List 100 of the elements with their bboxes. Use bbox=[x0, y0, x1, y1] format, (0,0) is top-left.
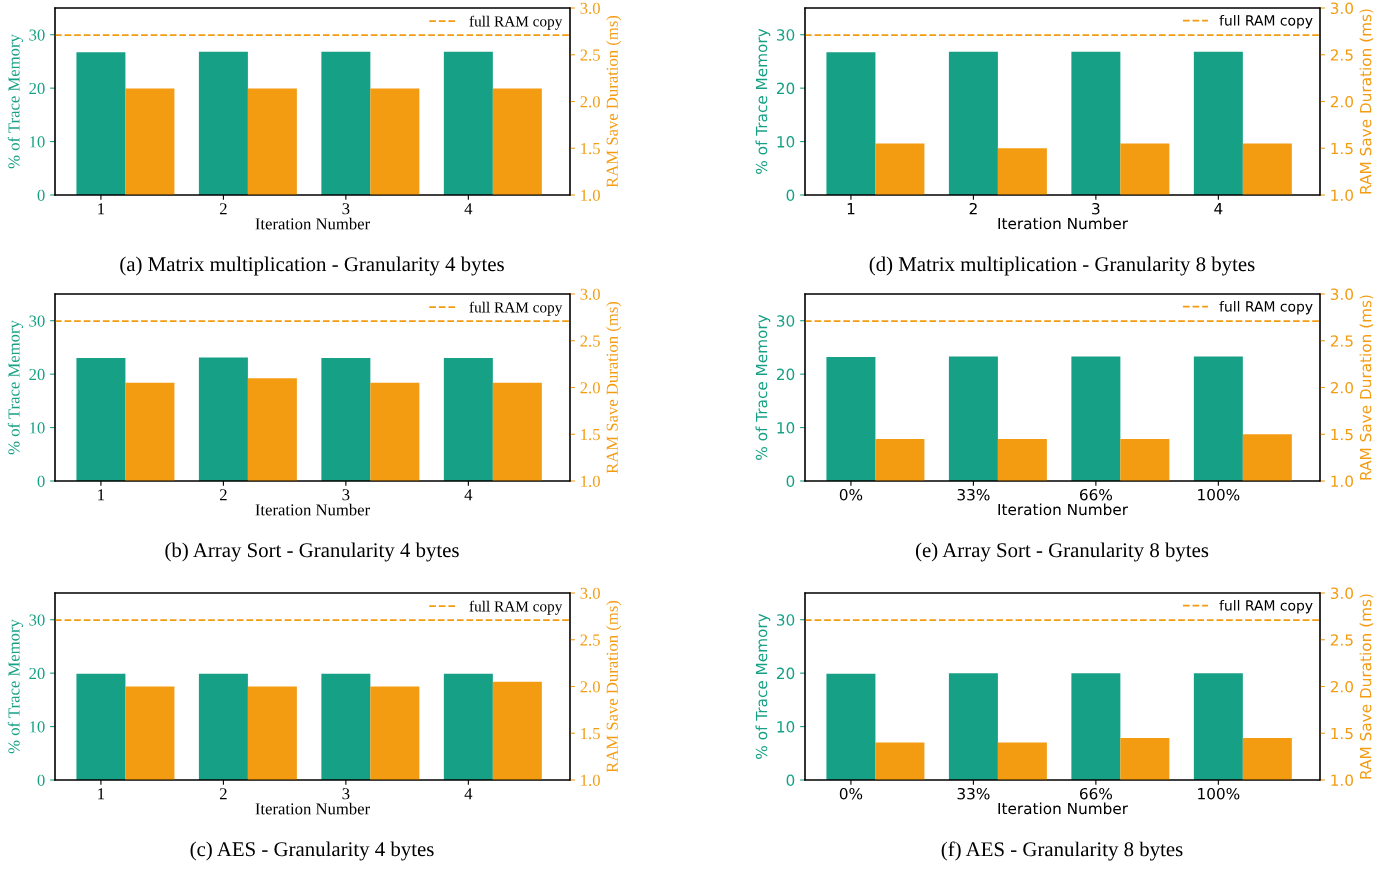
y-tick-label: 30 bbox=[29, 29, 45, 41]
y-tick-label: 20 bbox=[29, 82, 45, 95]
x-tick-label: 3 bbox=[342, 489, 350, 501]
y2-tick-label: 3.0 bbox=[1330, 288, 1353, 301]
x-tick-label: 1 bbox=[847, 203, 855, 215]
ref-line-label: full RAM copy bbox=[469, 301, 563, 316]
x-tick-label: 2 bbox=[219, 203, 227, 215]
y-tick-label: 0 bbox=[786, 475, 795, 488]
x-tick-label: 2 bbox=[219, 788, 227, 800]
x-axis-title: Iteration Number bbox=[998, 802, 1129, 815]
y2-tick-label: 3.0 bbox=[1330, 587, 1353, 600]
y-tick-label: 20 bbox=[776, 368, 795, 381]
y2-tick-label: 2.0 bbox=[580, 96, 600, 108]
x-axis-title: Iteration Number bbox=[998, 503, 1129, 516]
y2-tick-label: 1.5 bbox=[1331, 142, 1353, 155]
ref-line-label: full RAM copy bbox=[469, 600, 563, 615]
y2-tick-label: 1.0 bbox=[1331, 475, 1353, 488]
y-tick-label: 0 bbox=[786, 774, 795, 787]
x-tick-label: 4 bbox=[464, 489, 473, 501]
y-tick-label: 10 bbox=[30, 721, 45, 733]
y-tick-label: 10 bbox=[30, 136, 45, 148]
y2-tick-label: 2.0 bbox=[1330, 95, 1353, 108]
y-tick-label: 30 bbox=[29, 614, 45, 626]
y2-tick-label: 1.5 bbox=[581, 728, 600, 740]
y-axis-title: % of Trace Memory bbox=[755, 613, 771, 759]
y-axis-title: % of Trace Memory bbox=[7, 34, 24, 169]
text: (e) Array Sort - Granularity 8 bytes bbox=[915, 542, 1209, 562]
y2-tick-label: 2.0 bbox=[580, 681, 600, 693]
legend-label: full RAM copy bbox=[1219, 300, 1313, 315]
y-tick-label: 0 bbox=[786, 189, 795, 202]
y2-axis-title: RAM Save Duration (ms) bbox=[1359, 295, 1374, 480]
y2-tick-label: 1.5 bbox=[581, 143, 600, 155]
y2-tick-label: 2.5 bbox=[580, 634, 600, 646]
x-tick-label: 3 bbox=[1092, 202, 1100, 215]
y-axis-title: % of Trace Memory bbox=[7, 619, 24, 754]
y2-tick-label: 1.5 bbox=[581, 429, 600, 441]
y-tick-label: 30 bbox=[777, 29, 795, 41]
ref-line-label: full RAM copy bbox=[469, 15, 563, 30]
y2-tick-label: 1.5 bbox=[1331, 428, 1353, 441]
y2-tick-label: 1.5 bbox=[1331, 727, 1353, 740]
text: (a) Matrix multiplication - Granularity 4 bytes bbox=[120, 256, 504, 276]
x-axis-title: Iteration Number bbox=[998, 217, 1129, 230]
y-tick-label: 20 bbox=[29, 368, 45, 381]
y2-tick-label: 3.0 bbox=[580, 2, 600, 15]
y2-tick-label: 1.0 bbox=[1331, 189, 1353, 202]
y-axis-title: % of Trace Memory bbox=[755, 314, 771, 460]
x-axis-title: Iteration Number bbox=[255, 217, 370, 230]
y2-tick-label: 2.5 bbox=[1330, 634, 1353, 646]
legend-label: full RAM copy bbox=[1219, 14, 1313, 29]
x-tick-label: 4 bbox=[464, 203, 473, 215]
y-tick-label: 30 bbox=[777, 315, 795, 327]
text: (c) AES - Granularity 4 bytes bbox=[190, 841, 434, 861]
y2-axis-title: RAM Save Duration (ms) bbox=[1359, 9, 1374, 194]
x-tick-label: 3 bbox=[342, 203, 350, 215]
y-tick-label: 10 bbox=[777, 136, 795, 148]
y-tick-label: 20 bbox=[776, 82, 795, 95]
x-tick-label: 100% bbox=[1198, 787, 1240, 800]
y-axis-title: % of Trace Memory bbox=[755, 28, 771, 174]
y2-tick-label: 2.0 bbox=[1330, 680, 1353, 693]
y2-tick-label: 2.5 bbox=[580, 335, 600, 347]
x-tick-label: 2 bbox=[219, 489, 227, 501]
y-tick-label: 30 bbox=[29, 315, 45, 327]
y-tick-label: 10 bbox=[30, 422, 45, 434]
x-tick-label: 3 bbox=[342, 788, 350, 800]
y-tick-label: 20 bbox=[29, 667, 45, 680]
x-tick-label: 66% bbox=[1079, 787, 1113, 800]
y2-tick-label: 1.0 bbox=[1331, 774, 1353, 787]
y2-axis-title: RAM Save Duration (ms) bbox=[606, 15, 622, 188]
y2-axis-title: RAM Save Duration (ms) bbox=[1359, 594, 1374, 779]
x-axis-title: Iteration Number bbox=[255, 503, 370, 516]
y2-tick-label: 2.5 bbox=[580, 49, 600, 61]
y2-tick-label: 1.0 bbox=[581, 475, 600, 488]
y2-tick-label: 3.0 bbox=[580, 288, 600, 301]
y-tick-label: 20 bbox=[776, 667, 795, 680]
legend-label: full RAM copy bbox=[1219, 599, 1313, 614]
y2-axis-title: RAM Save Duration (ms) bbox=[606, 600, 622, 773]
y-tick-label: 0 bbox=[37, 774, 45, 786]
x-tick-label: 66% bbox=[1079, 488, 1113, 501]
text: (d) Matrix multiplication - Granularity 8 bytes bbox=[869, 256, 1255, 276]
y2-tick-label: 2.0 bbox=[580, 382, 600, 394]
x-tick-label: 1 bbox=[98, 203, 105, 215]
y-tick-label: 10 bbox=[777, 721, 795, 733]
y2-tick-label: 3.0 bbox=[1330, 2, 1353, 15]
x-tick-label: 100% bbox=[1198, 488, 1240, 501]
y2-axis-title: RAM Save Duration (ms) bbox=[606, 301, 622, 474]
x-tick-label: 0% bbox=[839, 488, 863, 501]
y-tick-label: 30 bbox=[777, 614, 795, 626]
y2-tick-label: 1.0 bbox=[581, 189, 600, 202]
x-tick-label: 33% bbox=[957, 488, 990, 501]
x-tick-label: 33% bbox=[957, 787, 990, 800]
x-tick-label: 0% bbox=[839, 787, 863, 800]
y2-tick-label: 3.0 bbox=[580, 587, 600, 600]
text: (b) Array Sort - Granularity 4 bytes bbox=[165, 542, 459, 562]
y-axis-title: % of Trace Memory bbox=[7, 320, 24, 455]
x-tick-label: 4 bbox=[464, 788, 473, 800]
text: (f) AES - Granularity 8 bytes bbox=[941, 841, 1183, 861]
y-tick-label: 0 bbox=[37, 189, 45, 201]
x-tick-label: 4 bbox=[1214, 203, 1223, 215]
x-tick-label: 1 bbox=[98, 489, 105, 501]
x-axis-title: Iteration Number bbox=[255, 802, 370, 815]
